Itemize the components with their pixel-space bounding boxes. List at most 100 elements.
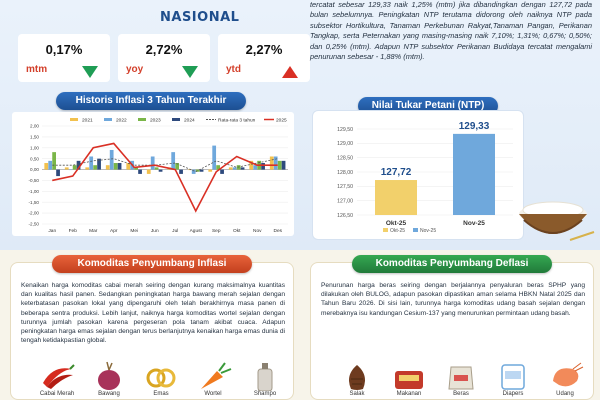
- bar-2023: [277, 160, 282, 170]
- commodity-diapers: Diapers: [493, 361, 533, 397]
- commodity-emas: Emas: [141, 361, 181, 397]
- legend-label: 2024: [184, 118, 195, 124]
- ntp-data-label: 129,33: [459, 121, 490, 132]
- stat-label: yoy: [126, 64, 144, 75]
- commodity-label: Makanan: [396, 391, 422, 397]
- x-tick-label: Nov: [253, 228, 262, 234]
- commodity-label: Udang: [556, 391, 574, 397]
- legend-swatch: [70, 118, 78, 121]
- y-tick-label: -1,50: [29, 200, 40, 205]
- stat-value: 0,17%: [45, 42, 83, 57]
- legend-label: 2022: [116, 118, 127, 124]
- y-tick-label: 0,50: [30, 156, 39, 161]
- carrot-icon: [201, 362, 232, 389]
- deflasi-title: Komoditas Penyumbang Deflasi: [352, 255, 552, 273]
- y-tick-label: -0,50: [29, 178, 40, 183]
- y-tick-label: 0,00: [30, 167, 39, 172]
- commodity-wortel: Wortel: [193, 361, 233, 397]
- bar-2021: [85, 167, 90, 170]
- y-tick-label: -2,50: [29, 222, 40, 227]
- bar-2022: [191, 169, 196, 174]
- x-tick-label: Jun: [151, 228, 159, 234]
- inflasi-text: Kenaikan harga komoditas cabai merah sei…: [21, 282, 285, 345]
- legend-swatch: [138, 118, 146, 121]
- commodity-salak: Salak: [337, 361, 377, 397]
- ntp-chart-box: 129,50 129,00 128,50 128,00 127,50 127,00 126,…: [312, 110, 524, 240]
- commodity-label: Emas: [153, 391, 169, 397]
- x-tick-label: Okt-25: [386, 220, 407, 227]
- bar-2021: [146, 169, 151, 174]
- stat-label: mtm: [26, 64, 48, 75]
- bar-2021: [269, 156, 274, 170]
- bar-2024: [261, 163, 265, 170]
- deflasi-text: Penurunan harga beras seiring dengan ber…: [321, 282, 585, 317]
- bar-2022: [212, 145, 217, 170]
- bar-2021: [44, 163, 49, 170]
- bar-2024: [179, 169, 183, 174]
- y-tick-label: -1,00: [29, 189, 40, 194]
- bar-2021: [105, 165, 110, 170]
- chili-icon: [43, 364, 75, 389]
- commodity-udang: Udang: [545, 361, 585, 397]
- bar-2023: [134, 167, 138, 170]
- x-tick-label: Des: [273, 228, 282, 234]
- legend-swatch: [104, 118, 112, 121]
- nasional-title: NASIONAL: [160, 10, 240, 25]
- inflasi-panel: Kenaikan harga komoditas cabai merah sei…: [10, 262, 294, 400]
- commodity-label: Wortel: [204, 391, 222, 397]
- historis-chart: 2021 2022 2023 2024 Rata-rata 3 tahun 2025 2,0…: [29, 118, 288, 234]
- bar-2022: [232, 167, 237, 170]
- bar-2022: [150, 156, 155, 170]
- ntp-data-label: 127,72: [381, 167, 412, 178]
- commodity-shampo: Shampo: [245, 361, 285, 397]
- x-tick-label: Jan: [48, 228, 56, 234]
- bar-2023: [113, 163, 118, 170]
- bar-2023: [216, 165, 220, 170]
- onion-icon: [98, 361, 120, 390]
- y-tick-label: 128,00: [337, 170, 353, 176]
- commodity-label: Shampo: [253, 391, 277, 397]
- bar-2024: [97, 158, 101, 170]
- legend-label: Nov-25: [420, 228, 436, 234]
- legend-swatch: [172, 118, 180, 121]
- y-tick-label: 1,00: [30, 145, 39, 150]
- bar-2021: [249, 160, 254, 170]
- x-tick-label: Sep: [212, 228, 221, 234]
- ntp-bar-Okt-25: [375, 180, 417, 215]
- stat-value: 2,27%: [245, 42, 283, 57]
- commodity-label: Bawang: [98, 391, 120, 397]
- y-tick-label: 127,00: [337, 198, 353, 204]
- stat-card-ytd: 2,27% ytd: [218, 34, 310, 82]
- legend-label: Okt-25: [390, 228, 405, 234]
- commodity-label: Salak: [349, 391, 365, 397]
- bar-2024: [281, 160, 286, 170]
- bar-2021: [208, 169, 213, 172]
- stat-label: ytd: [226, 64, 241, 75]
- y-tick-label: -2,00: [29, 211, 40, 216]
- ntp-description: tercatat sebesar 129,33 naik 1,25% (mtm)…: [310, 0, 592, 62]
- commodity-makanan: Makanan: [389, 361, 429, 397]
- bar-2022: [109, 149, 114, 170]
- bar-2024: [158, 169, 163, 172]
- x-tick-label: Agust: [190, 228, 203, 234]
- diapers-icon: [501, 364, 525, 390]
- bar-2024: [240, 167, 245, 170]
- historis-title: Historis Inflasi 3 Tahun Terakhir: [56, 92, 246, 110]
- bar-2022: [253, 165, 258, 170]
- arrow-down-icon: [182, 66, 198, 78]
- y-tick-label: 127,50: [337, 184, 353, 190]
- bar-2023: [93, 165, 97, 170]
- bar-2024: [199, 169, 204, 172]
- series-line-2025: [52, 142, 278, 213]
- bar-2022: [89, 156, 94, 170]
- deflasi-panel: Penurunan harga beras seiring dengan ber…: [310, 262, 594, 400]
- arrow-down-icon: [82, 66, 98, 78]
- bar-2023: [72, 165, 77, 170]
- y-tick-label: 129,50: [337, 127, 353, 133]
- ntp-bar-Nov-25: [453, 133, 495, 215]
- bar-2023: [52, 152, 56, 170]
- rice-sack-icon: [448, 366, 474, 390]
- x-tick-label: Mar: [89, 228, 98, 234]
- y-tick-label: 2,00: [30, 124, 39, 129]
- salak-fruit-icon: [349, 365, 365, 390]
